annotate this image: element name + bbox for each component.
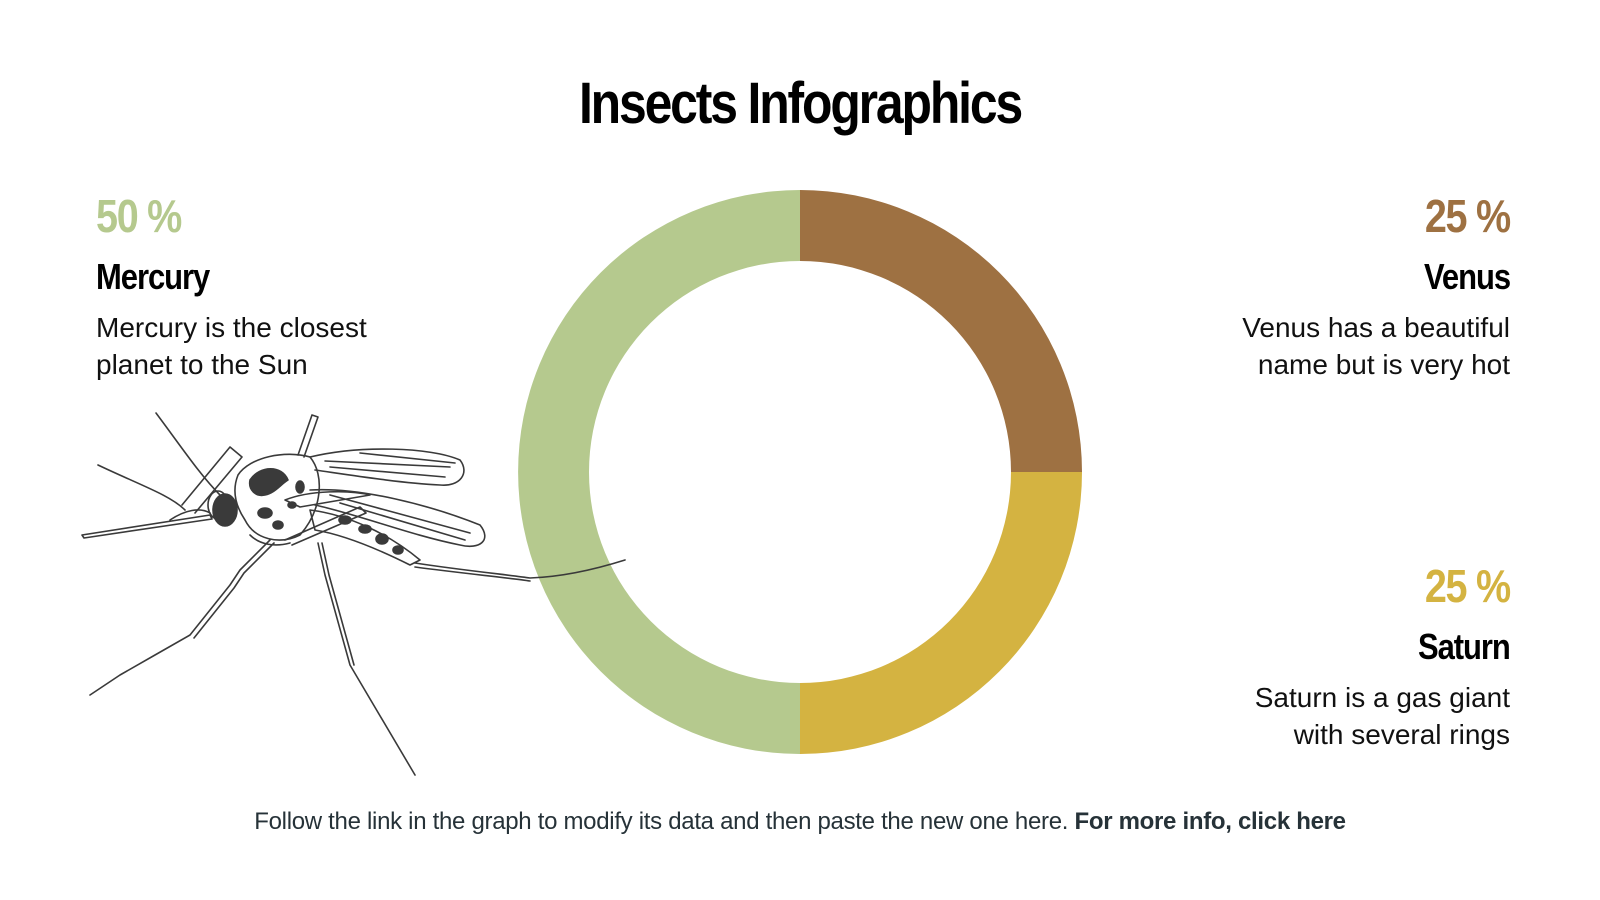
item-name: Saturn: [1418, 626, 1511, 667]
more-info-link[interactable]: For more info, click here: [1074, 808, 1346, 835]
footer-text: Follow the link in the graph to modify i…: [254, 808, 1075, 835]
segment-mercury[interactable]: [518, 190, 800, 754]
item-description: Saturn is a gas giant with several rings: [1254, 682, 1510, 750]
percent-label: 50 %: [96, 190, 182, 242]
page-title: Insects Infographics: [578, 71, 1023, 136]
percent-label: 25 %: [1424, 190, 1511, 242]
item-name: Mercury: [96, 256, 210, 297]
mosquito-illustration: [81, 412, 626, 776]
segment-saturn[interactable]: [800, 472, 1082, 754]
footer-note: Follow the link in the graph to modify i…: [0, 808, 1600, 836]
legend-item-mercury: 50 % Mercury Mercury is the closest plan…: [96, 193, 516, 383]
item-description: Mercury is the closest planet to the Sun: [96, 312, 367, 380]
legend-item-venus: 25 % Venus Venus has a beautiful name bu…: [1090, 190, 1511, 383]
item-name: Venus: [1423, 256, 1511, 297]
segment-venus[interactable]: [800, 190, 1082, 472]
legend-item-saturn: 25 % Saturn Saturn is a gas giant with s…: [1090, 560, 1512, 753]
item-description: Venus has a beautiful name but is very h…: [1242, 312, 1510, 380]
percent-label: 25 %: [1424, 560, 1511, 612]
